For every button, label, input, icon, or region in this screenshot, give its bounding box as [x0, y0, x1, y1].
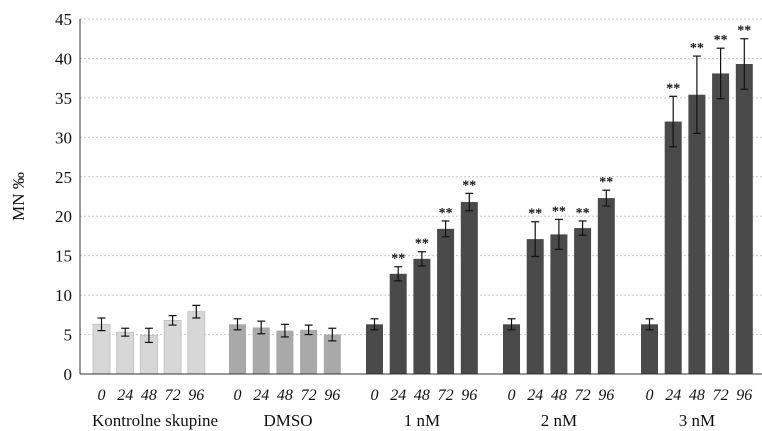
group-label: 2 nM	[541, 411, 577, 430]
y-tick-label: 20	[55, 207, 72, 226]
bar	[300, 329, 318, 374]
group-label: DMSO	[263, 411, 312, 430]
bar	[712, 73, 730, 374]
x-tick-label: 96	[188, 387, 204, 404]
bar	[389, 273, 407, 374]
x-tick-label: 0	[98, 387, 106, 404]
significance-label: **	[439, 206, 453, 221]
x-tick-label: 24	[665, 387, 681, 404]
bar	[276, 330, 294, 374]
x-tick-label: 0	[646, 387, 654, 404]
bar	[526, 239, 544, 374]
axis-layer: 0 5 10 15 20 25 30 35 40 45 0 24 48 72 96 Kontrolne sku…	[55, 10, 762, 430]
bar	[187, 311, 206, 375]
y-tick-label: 0	[64, 365, 73, 384]
significance-label: **	[552, 204, 566, 219]
y-tick-label: 5	[64, 326, 73, 345]
bar	[229, 324, 246, 374]
bar	[116, 331, 135, 375]
group-label: Kontrolne skupine	[92, 411, 218, 430]
significance-label: **	[415, 237, 429, 252]
bar	[688, 94, 706, 374]
x-tick-label: 72	[713, 387, 729, 404]
group-label: 3 nM	[679, 411, 715, 430]
bar	[413, 258, 431, 374]
y-tick-label: 25	[55, 168, 72, 187]
x-tick-label: 48	[689, 387, 705, 404]
x-tick-label: 96	[736, 387, 752, 404]
y-tick-label: 35	[55, 89, 72, 108]
x-tick-label: 72	[165, 387, 181, 404]
x-tick-label: 48	[414, 387, 430, 404]
bar	[163, 319, 182, 375]
y-tick-label: 15	[55, 247, 72, 266]
x-tick-label: 0	[508, 387, 516, 404]
grid-layer	[80, 18, 762, 336]
bar	[664, 121, 682, 374]
bar	[252, 327, 270, 374]
significance-label: **	[462, 178, 476, 193]
bar	[366, 324, 383, 374]
bar	[641, 324, 658, 374]
x-tick-label: 24	[527, 387, 543, 404]
significance-label: **	[714, 33, 728, 48]
bar	[323, 334, 341, 374]
significance-label: **	[528, 207, 542, 222]
x-tick-label: 96	[324, 387, 340, 404]
bars-layer: ** ** ** ** ** ** ** ** ** ** ** **	[92, 24, 753, 375]
significance-label: **	[599, 175, 613, 190]
y-tick-label: 30	[55, 128, 72, 147]
x-tick-label: 72	[575, 387, 591, 404]
significance-label: **	[576, 206, 590, 221]
y-tick-label: 10	[55, 286, 72, 305]
x-tick-label: 72	[301, 387, 317, 404]
bar	[574, 228, 592, 374]
bar	[597, 198, 615, 374]
x-tick-label: 0	[371, 387, 379, 404]
x-tick-label: 24	[253, 387, 269, 404]
x-tick-label: 48	[551, 387, 567, 404]
bar	[735, 63, 753, 374]
x-tick-label: 48	[277, 387, 293, 404]
significance-label: **	[690, 41, 704, 56]
x-tick-label: 24	[117, 387, 133, 404]
x-tick-label: 96	[461, 387, 477, 404]
significance-label: **	[666, 81, 680, 96]
bar	[460, 202, 478, 374]
group-label: 1 nM	[404, 411, 440, 430]
x-tick-label: 24	[390, 387, 406, 404]
x-tick-label: 96	[598, 387, 614, 404]
bar	[92, 323, 111, 375]
bar	[503, 324, 520, 374]
y-tick-label: 45	[55, 10, 72, 29]
y-axis-label: MN ‰	[9, 172, 28, 221]
x-tick-label: 72	[438, 387, 454, 404]
significance-label: **	[391, 252, 405, 267]
x-tick-label: 48	[141, 387, 157, 404]
y-tick-label: 40	[55, 49, 72, 68]
bar	[437, 228, 455, 374]
significance-label: **	[737, 24, 751, 39]
bar	[550, 234, 568, 374]
x-tick-label: 0	[234, 387, 242, 404]
